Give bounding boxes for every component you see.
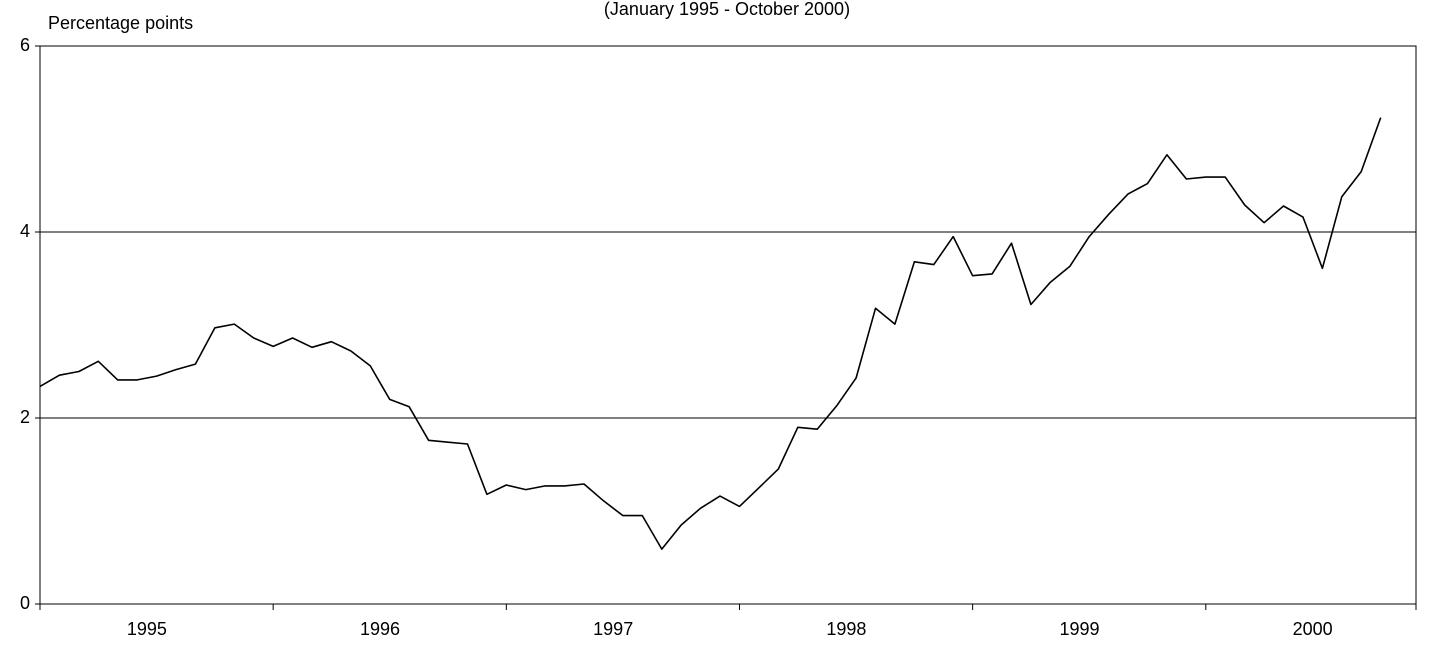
x-tick-label: 1997 [593, 619, 633, 639]
x-tick-label: 2000 [1293, 619, 1333, 639]
y-tick-label: 4 [20, 221, 30, 241]
y-tick-label: 2 [20, 407, 30, 427]
y-tick-label: 6 [20, 35, 30, 55]
y-axis-label: Percentage points [48, 13, 193, 33]
y-tick-label: 0 [20, 593, 30, 613]
data-line [39, 117, 1382, 550]
chart-subtitle: (January 1995 - October 2000) [604, 0, 850, 19]
x-tick-label: 1995 [127, 619, 167, 639]
x-tick-label: 1999 [1059, 619, 1099, 639]
plot-frame [39, 45, 1417, 605]
x-tick-label: 1998 [826, 619, 866, 639]
x-tick-label: 1996 [360, 619, 400, 639]
